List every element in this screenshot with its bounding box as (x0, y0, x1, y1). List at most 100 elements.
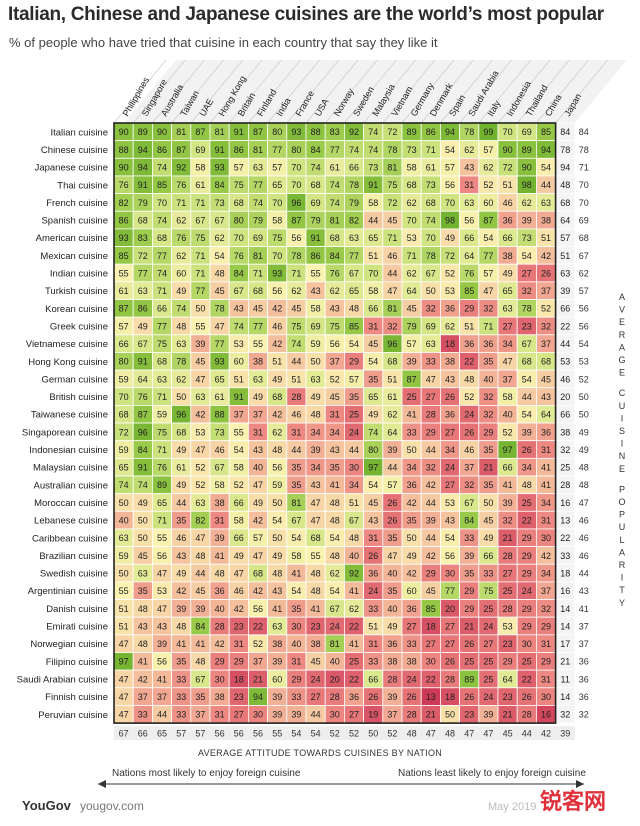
cell-value: 69 (311, 321, 321, 331)
cell-value: 68 (311, 180, 321, 190)
cell-value: 68 (253, 568, 263, 578)
cell-value: 25 (503, 586, 513, 596)
cell-value: 88 (215, 410, 225, 420)
right-axis-letter: L (619, 535, 624, 545)
cell-value: 73 (426, 180, 436, 190)
cuisine-label: German cuisine (41, 374, 108, 385)
cell-value: 51 (503, 180, 513, 190)
cell-value: 62 (215, 233, 225, 243)
cell-value: 63 (349, 233, 359, 243)
cell-value: 31 (291, 657, 301, 667)
cell-value: 56 (330, 339, 340, 349)
cell-value: 61 (119, 286, 129, 296)
cell-value: 76 (176, 180, 186, 190)
cell-value: 68 (387, 357, 397, 367)
cell-value: 91 (215, 145, 225, 155)
cell-value: 63 (541, 198, 551, 208)
cell-value: 74 (291, 339, 301, 349)
cell-value: 34 (407, 463, 417, 473)
cell-value: 45 (330, 392, 340, 402)
cell-value: 25 (483, 604, 493, 614)
cell-value: 71 (426, 145, 436, 155)
cell-value: 74 (157, 215, 167, 225)
cell-value: 45 (368, 339, 378, 349)
cell-value: 45 (195, 357, 205, 367)
cell-value: 77 (330, 145, 340, 155)
cell-value: 38 (215, 498, 225, 508)
cell-value: 47 (234, 568, 244, 578)
cell-value: 59 (119, 551, 129, 561)
cell-value: 36 (464, 339, 474, 349)
cell-value: 76 (119, 180, 129, 190)
cell-value: 79 (138, 198, 148, 208)
cell-value: 66 (119, 339, 129, 349)
right-axis-letter: E (619, 464, 625, 474)
cell-value: 65 (119, 463, 129, 473)
cell-value: 54 (291, 533, 301, 543)
cuisine-label: Caribbean cuisine (32, 533, 108, 544)
row-average: 69 (579, 215, 589, 225)
cuisine-label: Indian cuisine (50, 269, 108, 280)
cell-value: 51 (234, 374, 244, 384)
cell-value: 84 (330, 251, 340, 261)
cell-value: 70 (445, 198, 455, 208)
cell-value: 60 (407, 586, 417, 596)
cell-value: 27 (445, 639, 455, 649)
cell-value: 78 (522, 304, 532, 314)
cell-value: 48 (330, 551, 340, 561)
cell-value: 32 (541, 604, 551, 614)
cell-value: 46 (234, 586, 244, 596)
cell-value: 54 (349, 339, 359, 349)
cell-value: 25 (349, 410, 359, 420)
row-average: 71 (579, 163, 589, 173)
cuisine-label: Peruvian cuisine (38, 710, 108, 721)
cell-value: 87 (119, 304, 129, 314)
cell-value: 47 (253, 551, 263, 561)
cell-value: 26 (368, 551, 378, 561)
cell-value: 59 (157, 410, 167, 420)
cell-value: 22 (464, 357, 474, 367)
cell-value: 43 (445, 374, 455, 384)
cell-value: 46 (215, 445, 225, 455)
cell-value: 36 (503, 215, 513, 225)
cell-value: 60 (272, 674, 282, 684)
cell-value: 74 (368, 427, 378, 437)
footer-url[interactable]: yougov.com (80, 799, 144, 813)
cell-value: 50 (119, 498, 129, 508)
cell-value: 46 (503, 198, 513, 208)
cell-value: 54 (368, 480, 378, 490)
cell-value: 52 (464, 392, 474, 402)
cell-value: 76 (464, 268, 474, 278)
cell-value: 71 (157, 445, 167, 455)
country-divider (440, 59, 493, 124)
cell-value: 66 (483, 551, 493, 561)
cell-value: 75 (483, 586, 493, 596)
cuisine-label: Argentinian cuisine (28, 586, 108, 597)
cell-value: 40 (349, 551, 359, 561)
cuisine-label: Chinese cuisine (41, 145, 108, 156)
cell-value: 42 (234, 604, 244, 614)
cell-value: 28 (445, 674, 455, 684)
cell-value: 49 (176, 445, 186, 455)
cell-value: 73 (215, 198, 225, 208)
country-divider (305, 59, 359, 124)
cell-value: 14 (560, 621, 570, 631)
cell-value: 66 (503, 463, 513, 473)
cell-value: 39 (195, 604, 205, 614)
cell-value: 75 (272, 233, 282, 243)
cell-value: 78 (176, 357, 186, 367)
cell-value: 54 (522, 410, 532, 420)
cell-value: 64 (560, 215, 570, 225)
right-axis-letter: N (619, 451, 626, 461)
cell-value: 24 (483, 692, 493, 702)
cell-value: 87 (407, 374, 417, 384)
country-divider (190, 59, 244, 124)
country-divider (286, 59, 340, 124)
cell-value: 93 (291, 127, 301, 137)
cell-value: 55 (234, 427, 244, 437)
cuisine-label: Turkish cuisine (45, 286, 108, 297)
cell-value: 20 (330, 674, 340, 684)
cell-value: 48 (215, 268, 225, 278)
cell-value: 39 (176, 604, 186, 614)
row-average: 56 (579, 304, 589, 314)
